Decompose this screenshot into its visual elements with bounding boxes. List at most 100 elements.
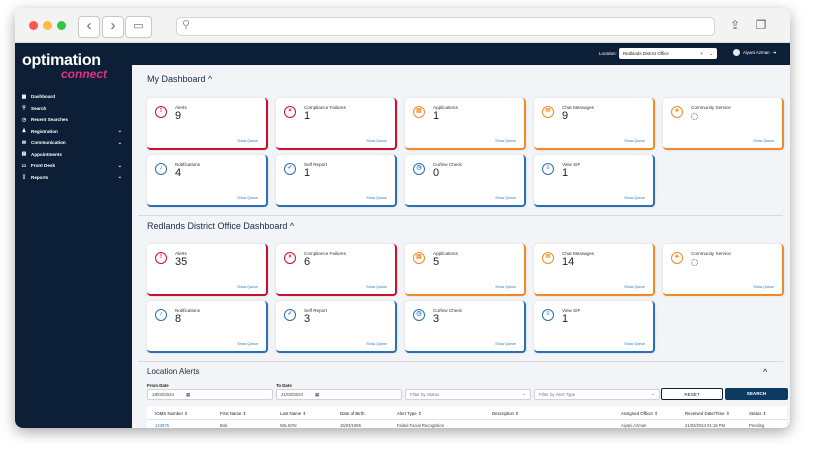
card-notifications[interactable]: ♪ Notifications 4 Show Queue [147, 155, 268, 207]
sidebar-item-label: Appointments [31, 151, 62, 157]
card-view-sif[interactable]: ≡ View SIF 1 Show Queue [534, 301, 655, 353]
collapse-icon[interactable]: ^ [763, 367, 768, 377]
table-cell: Aiyani Azman [621, 423, 647, 428]
sidebar-item-registration[interactable]: ♟ Registration ⌄ [15, 126, 132, 138]
show-queue-link[interactable]: Show Queue [495, 342, 516, 346]
table-header-date[interactable]: Date of Birth [340, 411, 365, 416]
forward-icon[interactable]: › [102, 16, 124, 38]
show-queue-link[interactable]: Show Queue [366, 196, 387, 200]
sidebar-item-communication[interactable]: ✉ Communication ⌄ [15, 137, 132, 149]
table-header-ioms[interactable]: IOMS Number ⇕ [155, 411, 188, 416]
sidebar-item-dashboard[interactable]: ▦ Dashboard [15, 91, 132, 103]
card-chat-messages[interactable]: ✉ Chat Messages 14 Show Queue [534, 244, 655, 296]
sidebar-item-reports[interactable]: ▯ Reports ⌄ [15, 172, 132, 184]
card-value: 1 [304, 167, 311, 179]
clock-icon: ◷ [413, 309, 425, 321]
office-dashboard-title[interactable]: Redlands District Office Dashboard ^ [147, 221, 295, 231]
search-icon: ⚲ [22, 105, 26, 112]
card-compliance-failures[interactable]: × Compliance Failures 6 Show Queue [276, 244, 397, 296]
ioms-number-link[interactable]: 123875 [155, 423, 169, 428]
card-curfew-check[interactable]: ◷ Curfew Check 0 Show Queue [405, 155, 526, 207]
card-applications[interactable]: ▤ Applications 5 Show Queue [405, 244, 526, 296]
card-alerts[interactable]: ! Alerts 35 Show Queue [147, 244, 268, 296]
from-date-input[interactable]: 18/03/2024 ▦ [147, 389, 273, 400]
minimize-window-button[interactable] [43, 21, 52, 30]
card-label: Self Report [304, 308, 327, 313]
sidebar-item-label: Reports [31, 174, 49, 180]
search-button[interactable]: SEARCH [725, 388, 788, 400]
card-compliance-failures[interactable]: × Compliance Failures 1 Show Queue [276, 98, 397, 150]
card-applications[interactable]: ▤ Applications 1 Show Queue [405, 98, 526, 150]
show-queue-link[interactable]: Show Queue [624, 196, 645, 200]
sidebar-item-front-desk[interactable]: ▭ Front Desk ⌄ [15, 160, 132, 172]
loading-spinner-icon [691, 259, 698, 266]
alert-type-filter-select[interactable]: Filter by Alert Type ⌄ [534, 389, 660, 400]
table-cell: 21/03/2024 01:19 PM [685, 423, 726, 428]
card-alerts[interactable]: ! Alerts 9 Show Queue [147, 98, 268, 150]
calendar-icon[interactable]: ▦ [186, 392, 191, 397]
table-header-first[interactable]: First Name ⇕ [220, 411, 247, 416]
card-self-report[interactable]: ✓ Self Report 1 Show Queue [276, 155, 397, 207]
show-queue-link[interactable]: Show Queue [366, 139, 387, 143]
tabs-icon[interactable]: ❐ [755, 18, 767, 32]
show-queue-link[interactable]: Show Queue [624, 139, 645, 143]
sidebar-item-recent-searches[interactable]: ◷ Recent Searches [15, 114, 132, 126]
card-value: 8 [175, 313, 182, 325]
show-queue-link[interactable]: Show Queue [753, 139, 774, 143]
sidebar-toggle-icon[interactable]: ▭ [125, 16, 152, 38]
card-value: 0 [433, 167, 440, 179]
table-header-alert[interactable]: Alert Type ⇕ [397, 411, 422, 416]
share-icon[interactable]: ⇪ [729, 18, 741, 32]
address-bar[interactable]: ⚲ [176, 17, 715, 36]
card-label: Notifications [175, 308, 201, 313]
card-view-sif[interactable]: ≡ View SIF 1 Show Queue [534, 155, 655, 207]
show-queue-link[interactable]: Show Queue [624, 342, 645, 346]
clear-icon[interactable]: × [700, 51, 703, 56]
status-filter-select[interactable]: Filter by Status ⌄ [405, 389, 531, 400]
location-select[interactable]: Redlands District Office × ⌄ [619, 48, 717, 59]
table-header-last[interactable]: Last Name ⇕ [280, 411, 307, 416]
show-queue-link[interactable]: Show Queue [237, 139, 258, 143]
maximize-window-button[interactable] [57, 21, 66, 30]
show-queue-link[interactable]: Show Queue [624, 285, 645, 289]
show-queue-link[interactable]: Show Queue [753, 285, 774, 289]
sidebar-item-appointments[interactable]: ▤ Appointments [15, 149, 132, 161]
chevron-down-icon: ⌄ [117, 174, 122, 181]
table-header-status[interactable]: Status ⇕ [749, 411, 767, 416]
card-chat-messages[interactable]: ✉ Chat Messages 9 Show Queue [534, 98, 655, 150]
show-queue-link[interactable]: Show Queue [495, 139, 516, 143]
calendar-icon[interactable]: ▦ [315, 392, 320, 397]
show-queue-link[interactable]: Show Queue [237, 285, 258, 289]
show-queue-link[interactable]: Show Queue [495, 196, 516, 200]
clock-icon: ◷ [21, 116, 27, 123]
card-notifications[interactable]: ♪ Notifications 8 Show Queue [147, 301, 268, 353]
check-icon: ✓ [284, 163, 296, 175]
section-divider [138, 361, 783, 362]
show-queue-link[interactable]: Show Queue [237, 196, 258, 200]
card-community-service[interactable]: ♣ Community Service Show Queue [663, 244, 784, 296]
to-date-input[interactable]: 21/03/2024 ▦ [276, 389, 402, 400]
show-queue-link[interactable]: Show Queue [495, 285, 516, 289]
close-window-button[interactable] [29, 21, 38, 30]
chat-icon: ✉ [542, 106, 554, 118]
table-header-received[interactable]: Received Date/Time ⇕ [685, 411, 730, 416]
card-community-service[interactable]: ♣ Community Service Show Queue [663, 98, 784, 150]
logout-icon[interactable]: ➜ [772, 49, 777, 55]
card-curfew-check[interactable]: ◷ Curfew Check 3 Show Queue [405, 301, 526, 353]
table-header-description[interactable]: Description ⇕ [492, 411, 519, 416]
card-label: Applications [433, 251, 458, 256]
card-label: Alerts [175, 251, 187, 256]
show-queue-link[interactable]: Show Queue [366, 342, 387, 346]
show-queue-link[interactable]: Show Queue [366, 285, 387, 289]
table-header-assigned[interactable]: Assigned Officer ⇕ [621, 411, 659, 416]
x-circle-icon: × [284, 106, 296, 118]
from-date-value: 18/03/2024 [152, 392, 174, 397]
my-dashboard-title[interactable]: My Dashboard ^ [147, 74, 213, 84]
card-self-report[interactable]: ✓ Self Report 3 Show Queue [276, 301, 397, 353]
show-queue-link[interactable]: Show Queue [237, 342, 258, 346]
chevron-down-icon[interactable]: ⌄ [709, 51, 713, 56]
user-menu[interactable]: Aiyani Azman ➜ [733, 49, 776, 56]
sidebar-item-search[interactable]: ⚲ Search [15, 103, 132, 115]
reset-button[interactable]: RESET [661, 388, 723, 400]
back-icon[interactable]: ‹ [78, 16, 100, 38]
